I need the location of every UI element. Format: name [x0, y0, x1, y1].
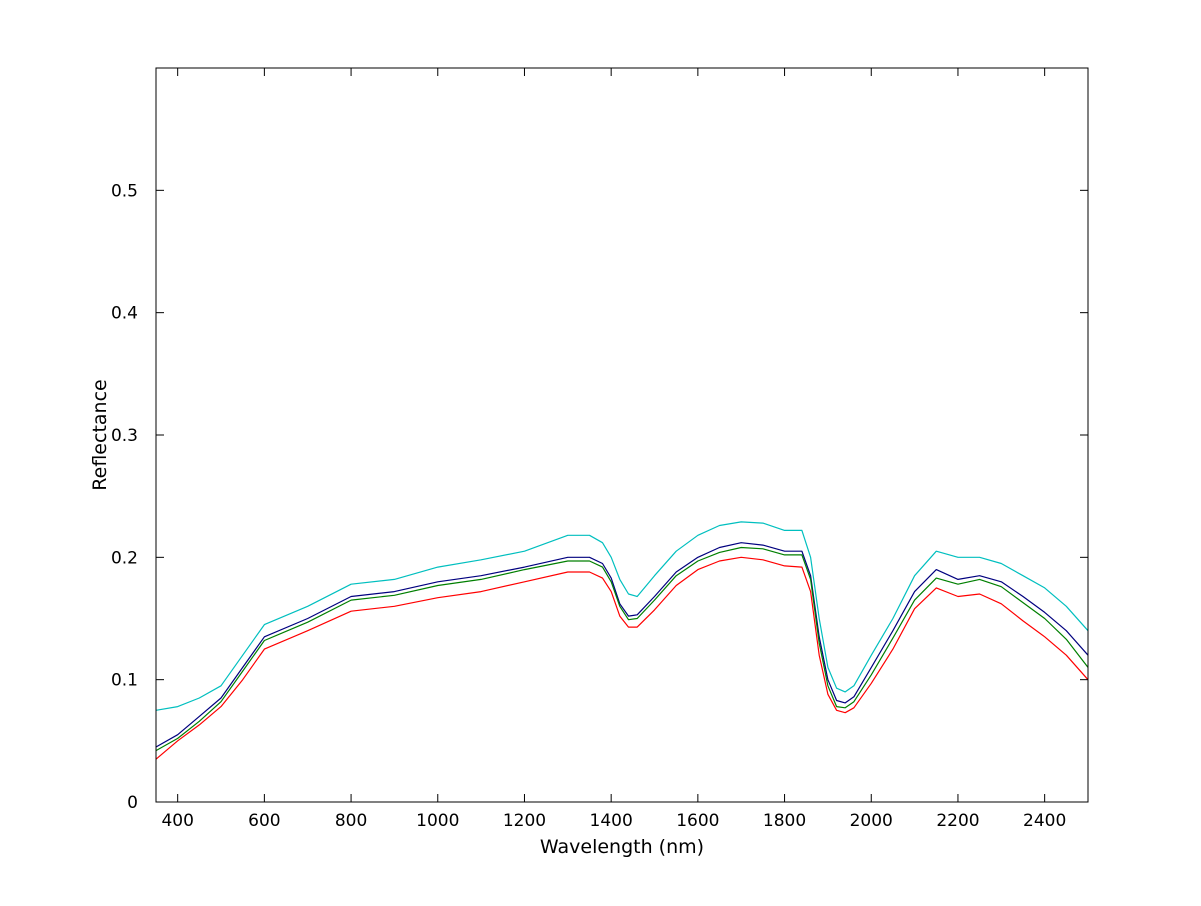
series-layer: [155, 521, 1089, 760]
x-tick-label: 1000: [416, 811, 459, 831]
x-tick-label: 600: [248, 811, 280, 831]
series-line-4: [155, 556, 1089, 760]
x-tick-label: 1200: [503, 811, 546, 831]
x-axis-label: Wavelength (nm): [540, 836, 704, 858]
tick-layer: 400 600 800 1000 1200 1400 1600 1800 2000 2200 240…: [111, 68, 1088, 831]
x-tick-label: 2400: [1023, 811, 1066, 831]
y-tick-label: 0.4: [111, 304, 138, 324]
x-tick-label: 1800: [763, 811, 806, 831]
x-tick-label: 2200: [936, 811, 979, 831]
y-tick-label: 0: [127, 793, 138, 813]
x-tick-label: 2000: [850, 811, 893, 831]
x-tick-label: 1600: [676, 811, 719, 831]
x-tick-label: 1400: [590, 811, 633, 831]
y-tick-label: 0.5: [111, 181, 138, 201]
y-axis-label: Reflectance: [89, 379, 111, 490]
series-line-3: [155, 546, 1089, 752]
y-tick-label: 0.1: [111, 671, 138, 691]
y-tick-label: 0.3: [111, 426, 138, 446]
x-tick-label: 800: [335, 811, 367, 831]
y-tick-label: 0.2: [111, 548, 138, 568]
series-line-1: [155, 521, 1089, 711]
series-line-2: [155, 542, 1089, 748]
x-tick-label: 400: [161, 811, 193, 831]
